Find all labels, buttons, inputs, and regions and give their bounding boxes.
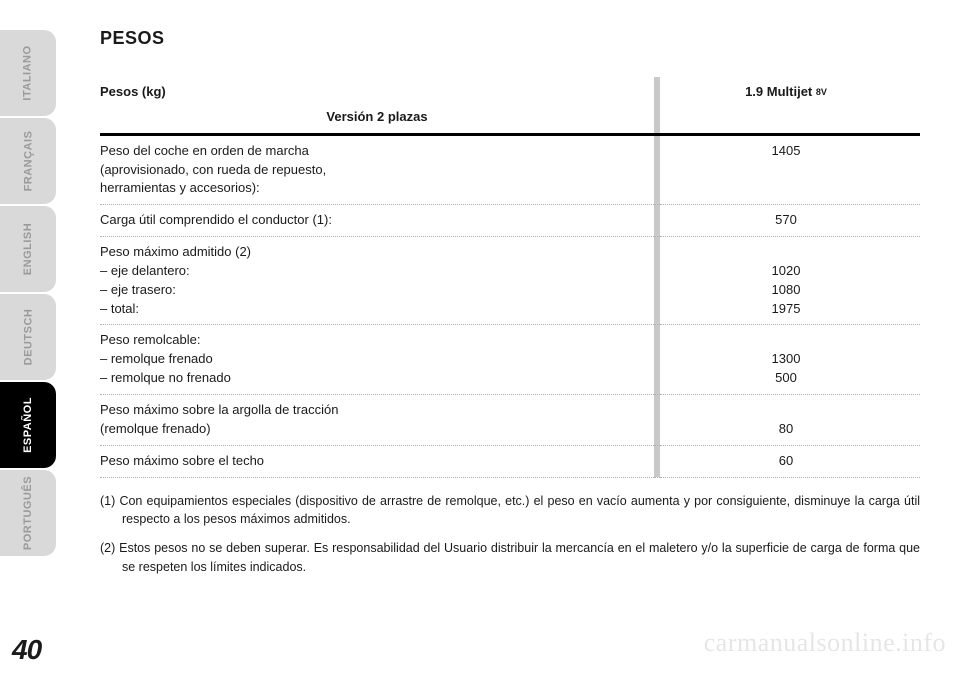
tab-english[interactable]: ENGLISH bbox=[0, 206, 56, 292]
tab-label: FRANÇAIS bbox=[22, 131, 34, 192]
row-label: Peso del coche en orden de marcha (aprov… bbox=[100, 134, 654, 205]
tab-italiano[interactable]: ITALIANO bbox=[0, 30, 56, 116]
tab-portugues[interactable]: PORTUGUÊS bbox=[0, 470, 56, 556]
footnotes: (1) Con equipamientos especiales (dispos… bbox=[100, 492, 920, 577]
table-head-blank bbox=[660, 108, 920, 134]
tab-deutsch[interactable]: DEUTSCH bbox=[0, 294, 56, 380]
language-tabs: ITALIANO FRANÇAIS ENGLISH DEUTSCH ESPAÑO… bbox=[0, 30, 56, 558]
row-label: Peso máximo sobre la argolla de tracción… bbox=[100, 394, 654, 445]
table-head-value: 1.9 Multijet 8V bbox=[660, 77, 920, 108]
tab-label: DEUTSCH bbox=[22, 309, 34, 366]
table-head-value-text: 1.9 Multijet bbox=[745, 84, 812, 99]
table-head-label: Pesos (kg) bbox=[100, 77, 654, 108]
table-head-sub: Versión 2 plazas bbox=[100, 108, 654, 134]
tab-label: ITALIANO bbox=[22, 45, 34, 100]
tab-francais[interactable]: FRANÇAIS bbox=[0, 118, 56, 204]
page-number: 40 bbox=[12, 634, 41, 666]
tab-label: PORTUGUÊS bbox=[22, 476, 34, 550]
table-row: Peso del coche en orden de marcha (aprov… bbox=[100, 134, 920, 205]
footnote-1: (1) Con equipamientos especiales (dispos… bbox=[100, 492, 920, 530]
row-label: Carga útil comprendido el conductor (1): bbox=[100, 205, 654, 237]
row-value: 1300 500 bbox=[660, 325, 920, 395]
tab-label: ENGLISH bbox=[22, 223, 34, 275]
table-row: Carga útil comprendido el conductor (1):… bbox=[100, 205, 920, 237]
row-value: 60 bbox=[660, 445, 920, 477]
table-head-value-sub: 8V bbox=[816, 87, 827, 97]
watermark: carmanualsonline.info bbox=[704, 628, 946, 658]
row-value: 570 bbox=[660, 205, 920, 237]
row-label: Peso máximo admitido (2) – eje delantero… bbox=[100, 237, 654, 325]
page-content: PESOS Pesos (kg) 1.9 Multijet 8V Versión… bbox=[100, 28, 920, 587]
tab-label: ESPAÑOL bbox=[22, 397, 34, 453]
row-value: 1020 1080 1975 bbox=[660, 237, 920, 325]
footnote-2: (2) Estos pesos no se deben superar. Es … bbox=[100, 539, 920, 577]
table-row: Peso máximo admitido (2) – eje delantero… bbox=[100, 237, 920, 325]
tab-espanol[interactable]: ESPAÑOL bbox=[0, 382, 56, 468]
weights-table: Pesos (kg) 1.9 Multijet 8V Versión 2 pla… bbox=[100, 77, 920, 478]
row-value: 1405 bbox=[660, 134, 920, 205]
table-body: Peso del coche en orden de marcha (aprov… bbox=[100, 134, 920, 477]
table-row: Peso remolcable: – remolque frenado – re… bbox=[100, 325, 920, 395]
row-value: 80 bbox=[660, 394, 920, 445]
page-title: PESOS bbox=[100, 28, 920, 49]
table-row: Peso máximo sobre el techo 60 bbox=[100, 445, 920, 477]
row-label: Peso remolcable: – remolque frenado – re… bbox=[100, 325, 654, 395]
row-label: Peso máximo sobre el techo bbox=[100, 445, 654, 477]
table-row: Peso máximo sobre la argolla de tracción… bbox=[100, 394, 920, 445]
